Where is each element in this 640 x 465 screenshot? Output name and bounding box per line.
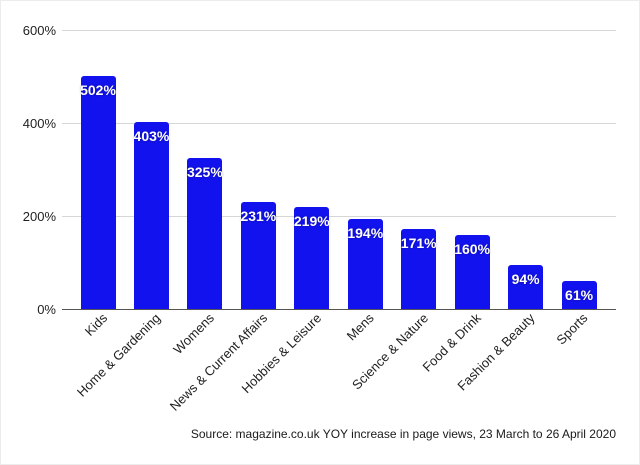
bar-value-label: 160% [454, 240, 491, 257]
bar-value-label: 502% [80, 81, 116, 98]
bar [401, 229, 437, 309]
y-axis-tick-label: 0% [37, 301, 56, 317]
bar-value-label: 194% [347, 224, 384, 241]
y-axis-tick-label: 600% [22, 22, 56, 38]
y-axis-tick-label: 200% [22, 208, 56, 224]
bar [294, 207, 330, 309]
x-axis-category-label-text: News & Current Affairs [166, 310, 271, 414]
y-axis-tick-label: 400% [22, 115, 56, 131]
x-axis-line [62, 309, 616, 310]
bar [240, 201, 276, 309]
bar-value-label: 325% [186, 163, 223, 180]
bar-value-label: 219% [293, 213, 330, 230]
bar-value-label: 94% [511, 271, 540, 288]
bar [347, 218, 383, 309]
x-axis-category-label-text: Sports [553, 310, 591, 348]
bar-value-label: 231% [240, 207, 277, 224]
bar-value-label: 171% [400, 235, 437, 252]
bar [133, 121, 169, 309]
bar [187, 157, 223, 309]
x-axis-category-label-text: Womens [170, 310, 217, 358]
bar [508, 265, 544, 309]
bar [80, 75, 116, 309]
x-axis-category-label-text: Kids [81, 310, 110, 339]
bar [561, 280, 597, 309]
gridline [62, 216, 616, 217]
x-axis-category-label-text: Mens [344, 310, 378, 344]
bar-value-label: 61% [565, 286, 594, 303]
gridline [62, 123, 616, 124]
source-note: Source: magazine.co.uk YOY increase in p… [190, 427, 616, 441]
bar-value-label: 403% [133, 127, 170, 144]
gridline [62, 30, 616, 31]
bar [454, 234, 490, 309]
